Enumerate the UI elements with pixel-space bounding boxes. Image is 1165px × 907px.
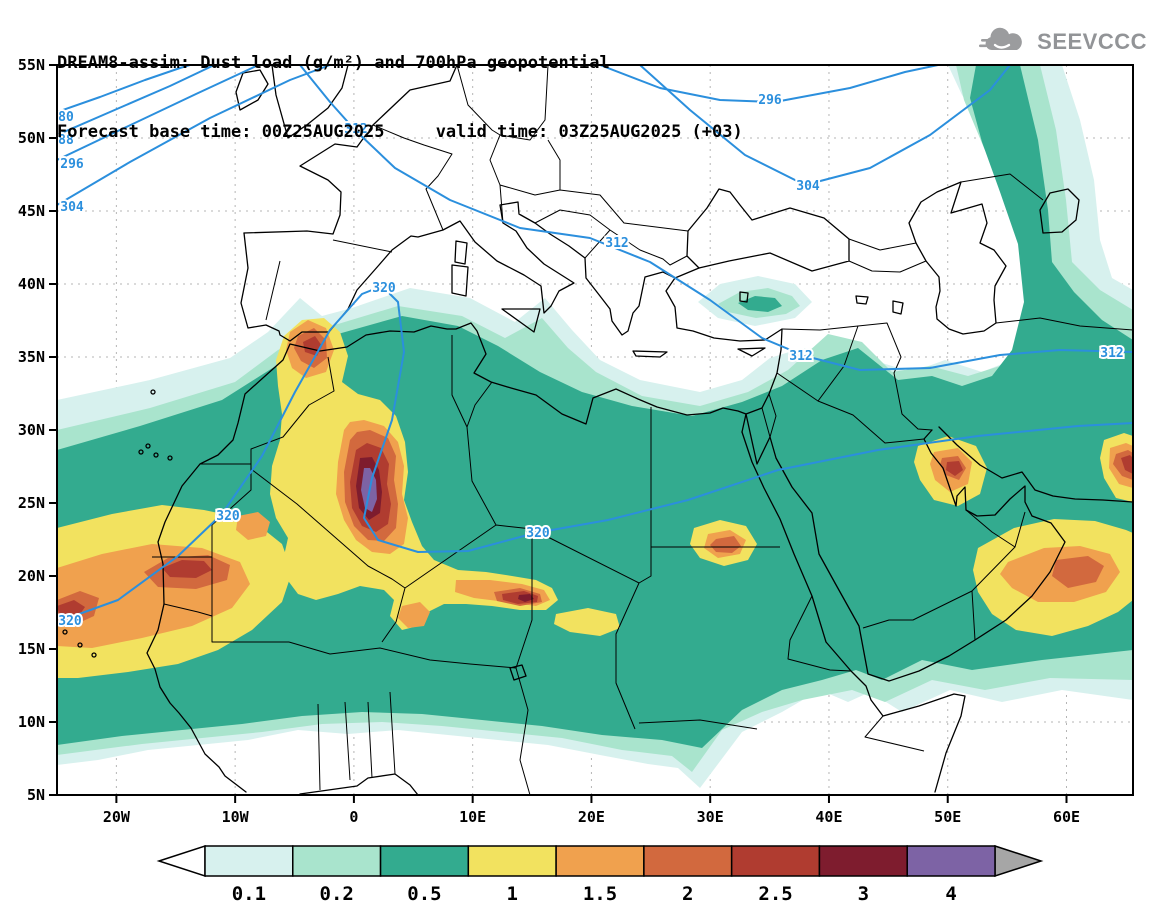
y-axis-label: 55N	[18, 56, 45, 74]
colorbar-above-max-arrow	[995, 846, 1041, 876]
coast-black-sea	[687, 189, 849, 271]
dust-load-colorbar: 0.1 0.2 0.5 1 1.5 2 2.5 3 4	[159, 846, 1041, 905]
cloud-icon	[979, 26, 1031, 58]
x-axis-label: 60E	[1053, 808, 1080, 826]
y-axis-label: 15N	[18, 640, 45, 658]
x-axis-label: 30E	[697, 808, 724, 826]
x-axis-label: 10W	[222, 808, 250, 826]
geopotential-contour-label: 320	[372, 281, 396, 296]
coast-caspian-sea	[909, 182, 1006, 334]
chart-title-line2: Forecast base time: 00Z25AUG2025 valid t…	[57, 121, 743, 144]
geopotential-contour-label: 296	[758, 93, 782, 108]
y-axis-label: 10N	[18, 713, 45, 731]
y-axis-label: 50N	[18, 129, 45, 147]
colorbar-segment	[293, 846, 381, 876]
geopotential-contour-label: 312	[1100, 346, 1123, 361]
geopotential-contour-label: 304	[796, 179, 820, 194]
y-axis-label: 20N	[18, 567, 45, 585]
y-axis-label: 40N	[18, 275, 45, 293]
chart-titles: DREAM8-assim: Dust load (g/m²) and 700hP…	[57, 6, 743, 190]
geopotential-contour-label: 304	[60, 200, 84, 215]
x-axis-label: 20E	[578, 808, 605, 826]
colorbar-label: 1.5	[583, 883, 617, 905]
y-axis-label: 25N	[18, 494, 45, 512]
colorbar-label: 0.5	[407, 883, 441, 905]
weather-chart-page: DREAM8-assim: Dust load (g/m²) and 700hP…	[0, 0, 1165, 907]
geopotential-contour-label: 320	[58, 614, 82, 629]
geopotential-contour-label: 312	[605, 236, 628, 251]
geopotential-contour-label: 320	[526, 526, 550, 541]
colorbar-label: 0.1	[232, 883, 266, 905]
colorbar-segment	[644, 846, 732, 876]
colorbar-below-min-arrow	[159, 846, 205, 876]
colorbar-segment	[819, 846, 907, 876]
colorbar-segment	[907, 846, 995, 876]
colorbar-label: 4	[945, 883, 956, 905]
colorbar-segment	[732, 846, 820, 876]
colorbar-label: 2	[682, 883, 693, 905]
y-axis-label: 35N	[18, 348, 45, 366]
geopotential-contour-label: 312	[789, 349, 812, 364]
colorbar-segment	[205, 846, 293, 876]
x-axis-label: 40E	[815, 808, 842, 826]
logo-text: SEEVCCC	[1037, 29, 1147, 55]
colorbar-segment	[556, 846, 644, 876]
colorbar-label: 2.5	[758, 883, 792, 905]
colorbar-label: 1	[506, 883, 517, 905]
colorbar-segment	[468, 846, 556, 876]
colorbar-label: 3	[858, 883, 869, 905]
seevccc-logo: SEEVCCC	[979, 26, 1147, 58]
coast-gulf-of-guinea	[300, 774, 418, 795]
colorbar-label: 0.2	[320, 883, 354, 905]
x-axis-label: 0	[349, 808, 358, 826]
x-axis-label: 10E	[459, 808, 486, 826]
y-axis-label: 30N	[18, 421, 45, 439]
y-axis-label: 5N	[27, 786, 45, 804]
geopotential-contour-label: 320	[216, 509, 240, 524]
x-axis-label: 20W	[103, 808, 131, 826]
colorbar-segment	[381, 846, 469, 876]
y-axis-label: 45N	[18, 202, 45, 220]
x-axis-label: 50E	[934, 808, 961, 826]
chart-title-line1: DREAM8-assim: Dust load (g/m²) and 700hP…	[57, 52, 743, 75]
